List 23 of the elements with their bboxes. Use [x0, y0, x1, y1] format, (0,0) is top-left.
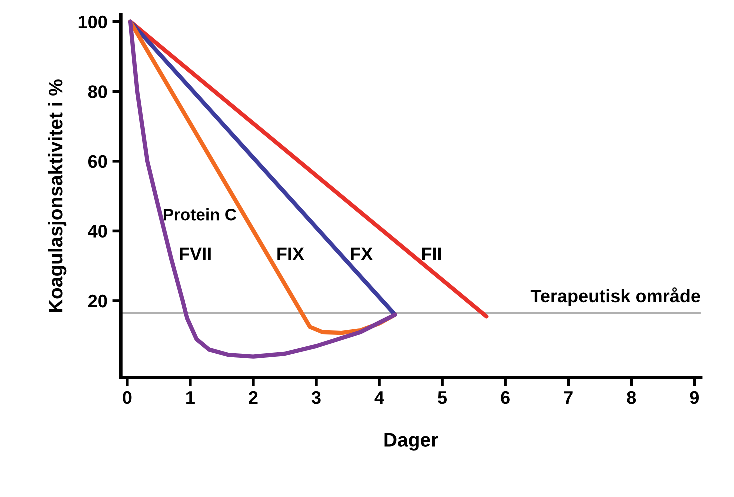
series-label: FX — [351, 248, 373, 260]
y-tick-label: 100 — [78, 16, 108, 29]
series-label: FII — [422, 248, 442, 260]
y-tick-label: 20 — [88, 294, 108, 308]
x-tick-label: 2 — [249, 391, 258, 404]
x-tick-label: 1 — [186, 392, 195, 404]
x-tick-label: 5 — [438, 392, 448, 404]
x-tick-label: 4 — [374, 392, 384, 404]
series-label: FIX — [278, 248, 304, 260]
series-label: FVII — [180, 248, 211, 260]
annotation: Protein C — [164, 208, 236, 221]
x-tick-label: 8 — [627, 391, 636, 404]
x-tick-label: 6 — [501, 391, 510, 404]
y-tick-label: 60 — [88, 155, 108, 168]
x-tick-label: 0 — [123, 391, 132, 404]
y-tick-label: 80 — [88, 86, 108, 98]
x-tick-label: 9 — [690, 391, 700, 404]
x-tick-label: 7 — [564, 392, 573, 404]
ref-line-label: Terapeutisk område — [530, 288, 700, 306]
x-tick-label: 3 — [312, 391, 321, 404]
x-axis-title: Dager — [384, 433, 438, 451]
y-axis-title: Koagulasjonsaktivitet i % — [48, 80, 67, 312]
y-tick-label: 40 — [88, 225, 108, 238]
